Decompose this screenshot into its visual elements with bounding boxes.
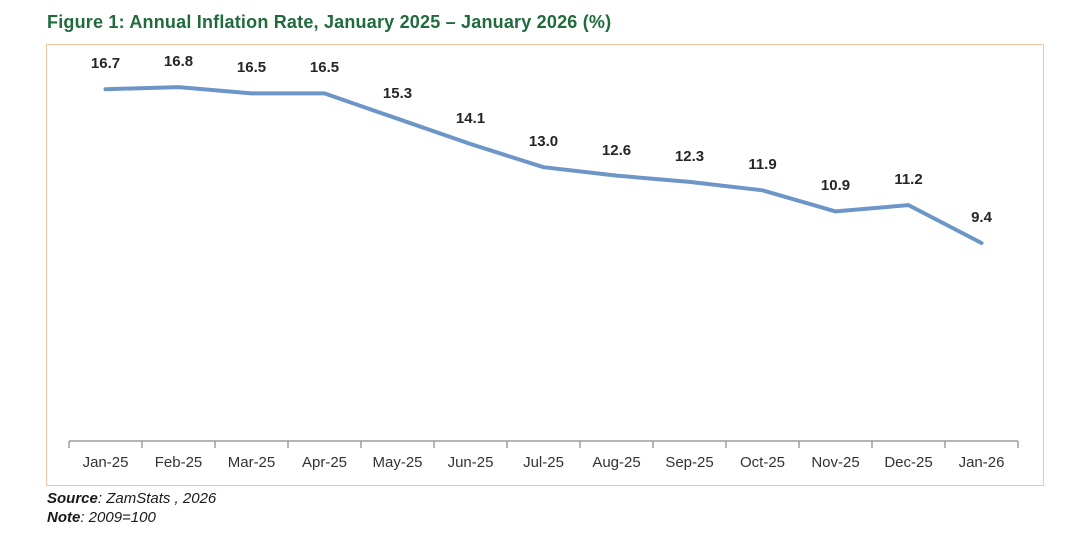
data-label: 16.8 (163, 53, 194, 71)
inflation-series-line (103, 85, 984, 245)
data-label: 16.5 (309, 59, 340, 77)
data-label: 12.3 (674, 147, 705, 165)
x-axis-label: Nov-25 (811, 454, 860, 471)
x-axis-label: Jun-25 (447, 454, 494, 471)
source-label: Source (47, 490, 98, 507)
data-label: 11.2 (894, 171, 923, 189)
data-label: 12.6 (601, 141, 632, 159)
x-axis-label: Oct-25 (739, 454, 785, 471)
note-label: Note (47, 509, 81, 526)
source-text: : ZamStats , 2026 (97, 490, 217, 507)
note-text: : 2009=100 (80, 509, 156, 526)
data-label: 10.9 (820, 177, 851, 195)
data-label: 13.0 (528, 133, 559, 151)
data-label: 16.5 (236, 59, 267, 77)
source-note: Source: ZamStats , 2026 (47, 490, 216, 508)
data-label: 14.1 (455, 110, 486, 127)
x-axis-label: Mar-25 (227, 454, 276, 471)
data-label: 15.3 (382, 84, 413, 102)
base-year-note: Note: 2009=100 (47, 509, 156, 527)
x-axis-label: Feb-25 (154, 454, 203, 471)
x-axis (68, 440, 1019, 448)
x-axis-label: Sep-25 (665, 454, 714, 471)
x-axis-label: Aug-25 (592, 454, 641, 471)
x-axis-label: Dec-25 (884, 454, 933, 471)
chart-title: Figure 1: Annual Inflation Rate, January… (47, 12, 612, 32)
x-axis-label: Apr-25 (301, 454, 348, 471)
data-label: 11.9 (748, 156, 777, 174)
data-label: 16.7 (90, 55, 121, 73)
x-axis-label: Jan-26 (958, 454, 1005, 471)
inflation-line-chart-svg (68, 85, 1019, 448)
chart-plot-area: 16.7 16.8 16.5 16.5 15.3 14.1 13.0 12.6 12.3 11.9… (46, 44, 1044, 486)
x-axis-label: May-25 (372, 454, 423, 471)
data-label: 9.4 (971, 209, 992, 226)
x-axis-label: Jan-25 (82, 454, 129, 471)
x-axis-label: Jul-25 (523, 454, 564, 471)
